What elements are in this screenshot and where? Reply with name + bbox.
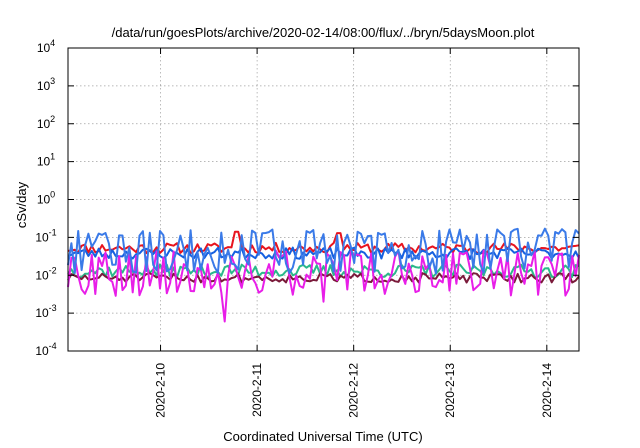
y-tick-label: 10-3 [35,303,56,320]
y-tick-label: 104 [37,38,55,55]
series-line-5 [67,249,580,323]
y-tick-label: 10-1 [35,227,56,244]
series-layer [67,227,580,323]
y-tick-label: 100 [37,190,55,207]
y-axis-ticks: 10-4 10-3 10-2 10-1 100 101 102 103 104 [35,38,579,358]
y-axis-label: cSv/day [14,181,29,228]
x-tick-label: 2020-2-13 [443,363,457,418]
chart-title: /data/run/goesPlots/archive/2020-02-14/0… [112,25,535,40]
x-axis-label: Coordinated Universal Time (UTC) [223,429,422,444]
y-tick-label: 10-2 [35,265,56,282]
series-line-6 [67,227,580,275]
x-tick-label: 2020-2-11 [250,363,264,417]
x-tick-label: 2020-2-10 [154,363,168,418]
y-tick-label: 103 [37,76,55,93]
y-tick-label: 102 [37,114,55,131]
x-tick-label: 2020-2-14 [540,363,554,418]
y-tick-label: 101 [37,152,55,169]
y-tick-label: 10-4 [35,341,56,358]
grid [68,48,579,351]
x-axis-ticks: 2020-2-10 2020-2-11 2020-2-12 2020-2-13 2020… [154,48,554,418]
x-tick-label: 2020-2-12 [347,363,361,418]
